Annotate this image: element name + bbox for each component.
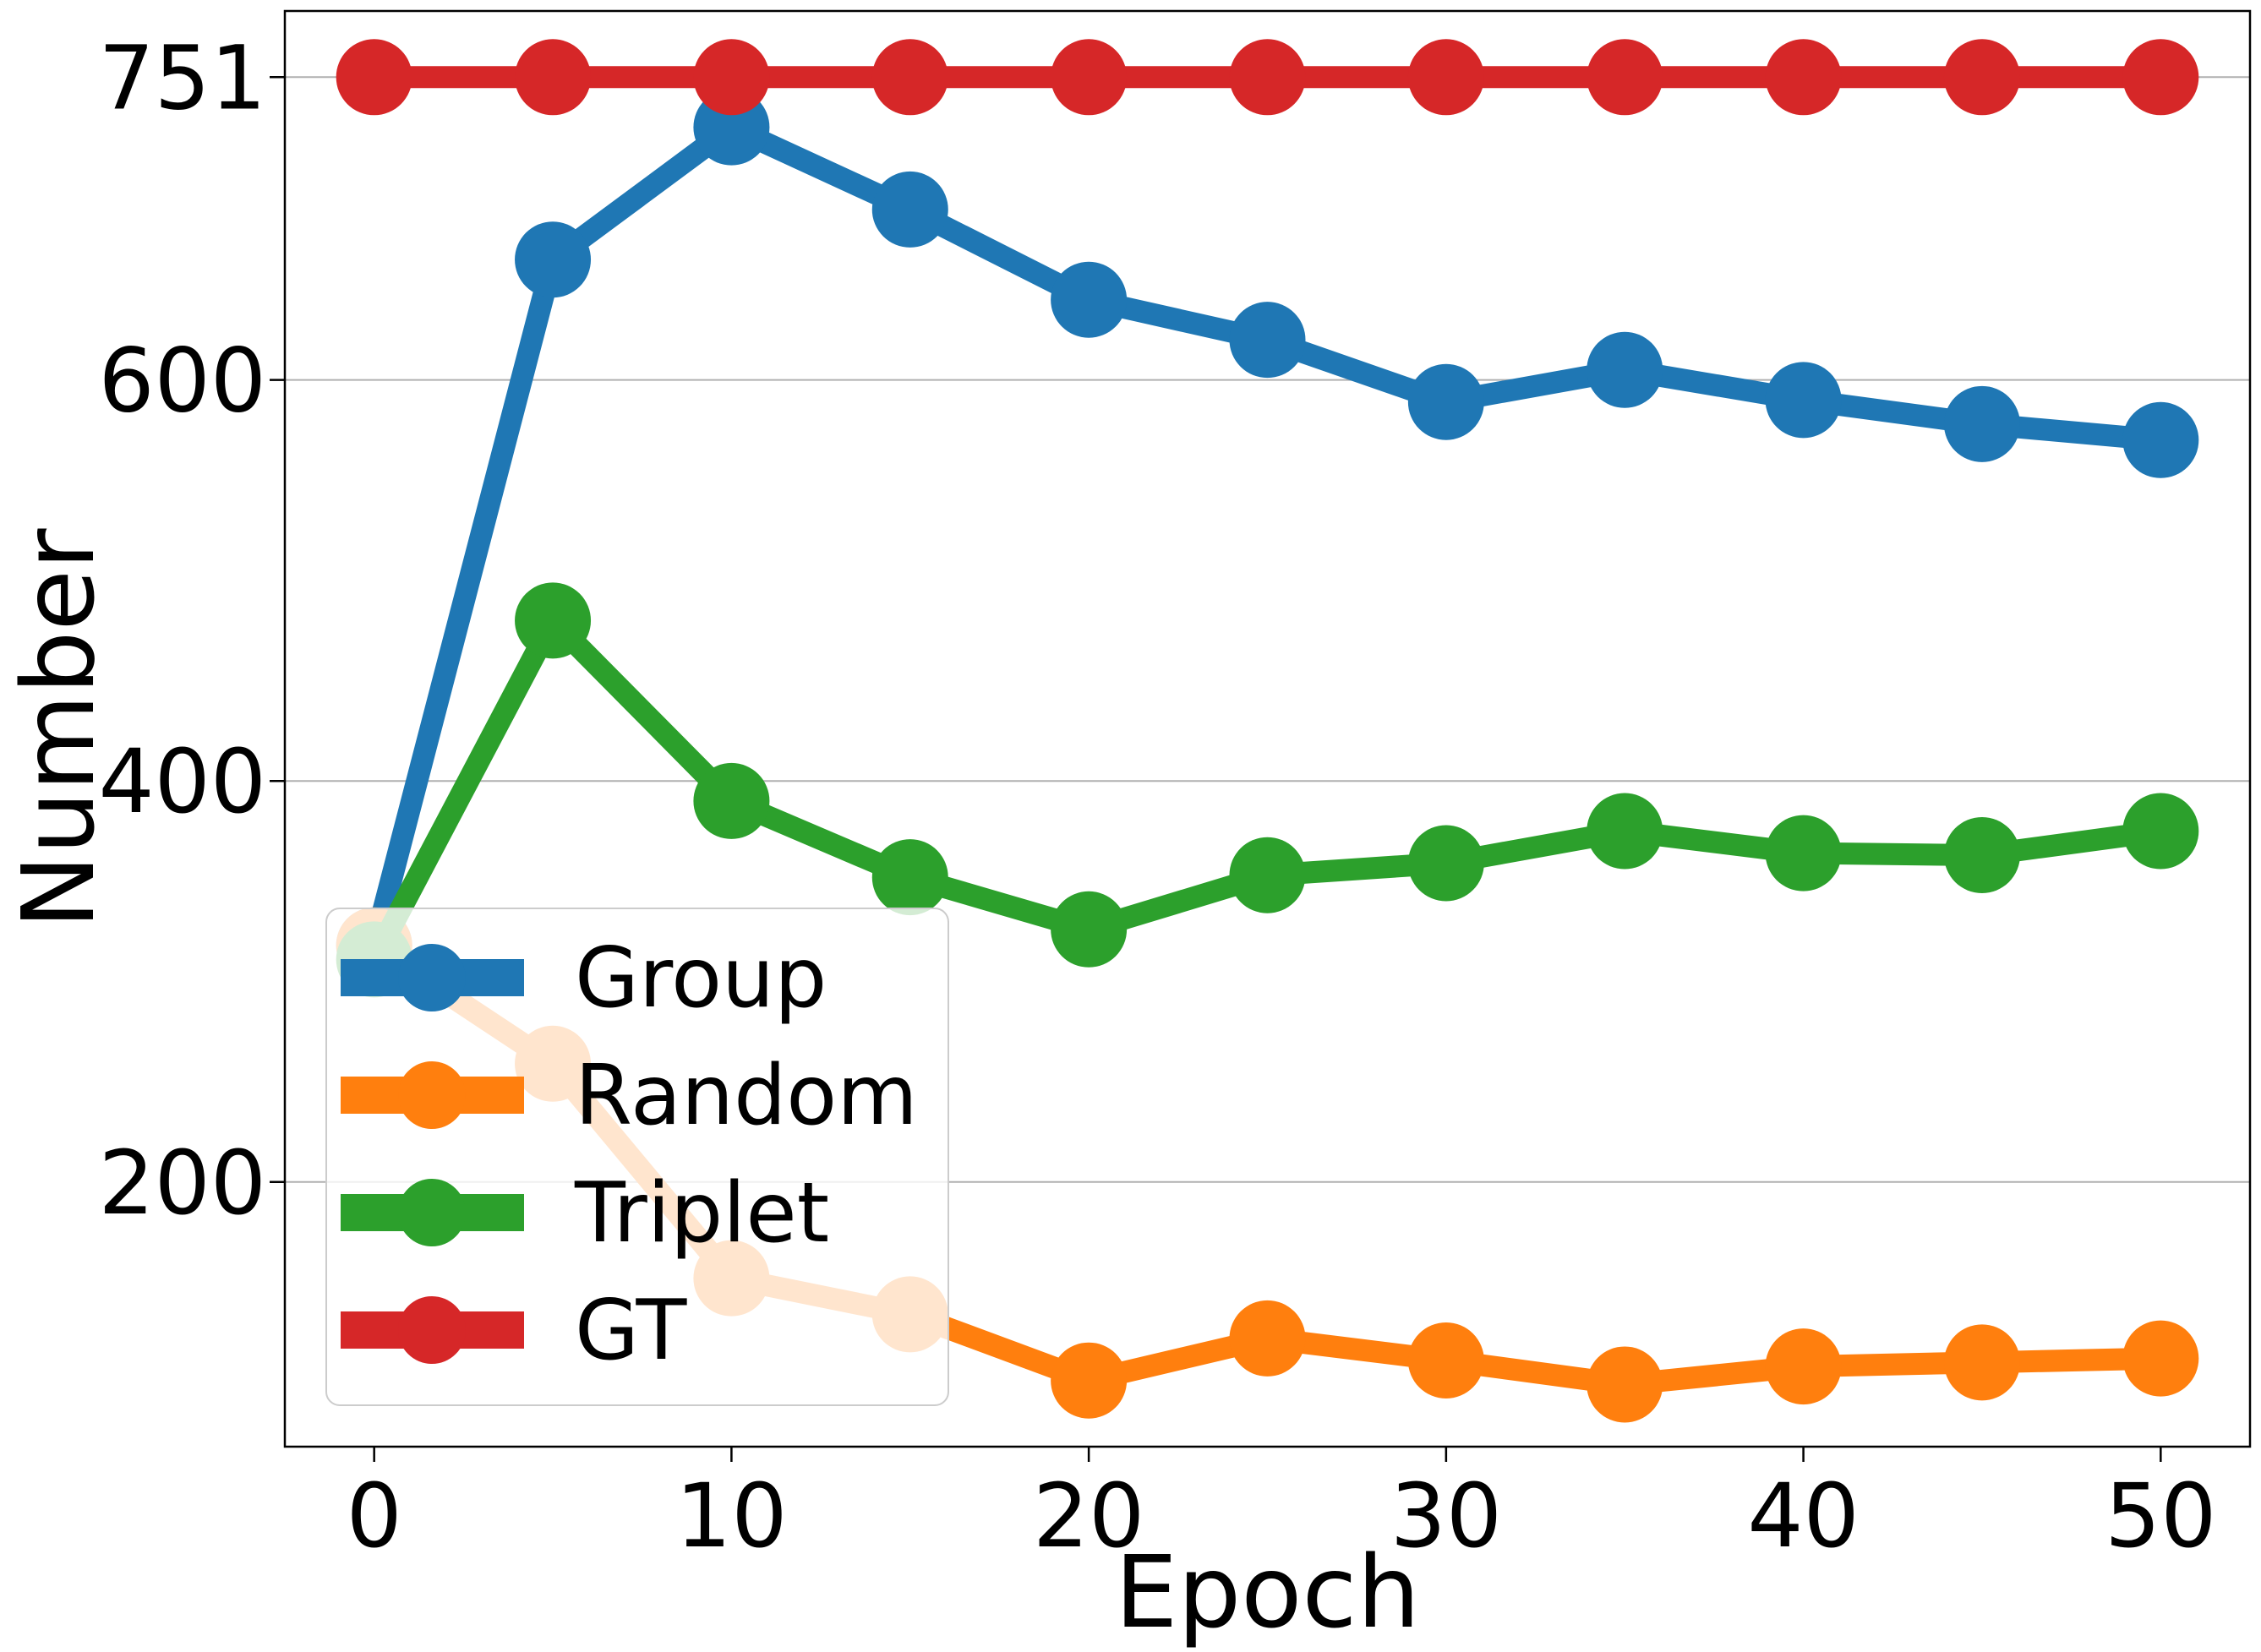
legend-label-triplet: Triplet [574,1165,829,1262]
point-triplet-3 [871,839,948,916]
legend-swatch-marker-triplet [398,1179,466,1246]
point-random-9 [1943,1324,2020,1401]
point-gt-5 [1229,39,1306,116]
y-tick-label-0: 200 [98,1131,266,1235]
point-gt-9 [1943,39,2020,116]
point-gt-8 [1765,39,1842,116]
legend-item-group: Group [341,930,827,1027]
y-tick-label-2: 600 [98,330,266,433]
series-gt [336,39,2199,116]
point-triplet-2 [693,762,770,839]
legend-label-gt: GT [575,1283,687,1379]
point-group-7 [1587,331,1663,408]
x-tick-label-1: 10 [675,1464,787,1567]
series-line-group [363,116,2162,949]
point-group-9 [1943,385,2020,462]
point-gt-2 [693,39,770,116]
legend-swatch-marker-random [398,1061,466,1129]
point-group-6 [1407,363,1484,440]
point-group-4 [1051,261,1128,338]
legend-item-random: Random [341,1048,918,1144]
y-tick-label-3: 751 [98,26,266,129]
point-random-6 [1407,1322,1484,1398]
point-group-10 [2122,401,2199,478]
x-axis-label: Epoch [1115,1534,1420,1650]
x-tick-label-0: 0 [347,1464,402,1567]
plot-frame [283,9,2252,1448]
legend-swatch-marker-gt [398,1296,466,1364]
point-triplet-4 [1051,891,1128,968]
legend-item-gt: GT [341,1283,687,1379]
point-triplet-9 [1943,816,2020,893]
point-random-5 [1229,1300,1306,1377]
point-triplet-10 [2122,793,2199,870]
point-gt-1 [515,39,592,116]
x-tick-label-4: 40 [1747,1464,1859,1567]
point-triplet-6 [1407,825,1484,902]
legend-box [325,908,949,1406]
y-axis-label: Number [0,528,117,930]
legend: Group Random Triplet GT [325,908,949,1406]
point-gt-3 [871,39,948,116]
point-gt-7 [1587,39,1663,116]
legend-swatch-marker-group [398,944,466,1011]
x-tick-label-3: 30 [1390,1464,1502,1567]
point-gt-6 [1407,39,1484,116]
point-group-8 [1765,362,1842,439]
point-triplet-7 [1587,793,1663,870]
legend-label-group: Group [575,930,827,1027]
y-axis-ticks: 200 400 600 751 [98,26,285,1235]
point-random-10 [2122,1320,2199,1397]
point-group-5 [1229,302,1306,379]
x-tick-label-5: 50 [2105,1464,2216,1567]
point-triplet-5 [1229,837,1306,913]
y-tick-label-1: 400 [98,730,266,833]
point-triplet-8 [1765,815,1842,891]
point-group-1 [515,221,592,298]
x-tick-label-2: 20 [1033,1464,1144,1567]
legend-label-random: Random [575,1048,918,1144]
legend-item-triplet: Triplet [341,1165,829,1262]
point-random-4 [1051,1342,1128,1419]
point-gt-4 [1051,39,1128,116]
x-axis-ticks: 0 10 20 30 40 50 [347,1447,2216,1567]
point-group-3 [871,171,948,248]
point-random-7 [1587,1346,1663,1423]
point-gt-10 [2122,39,2199,116]
point-random-8 [1765,1328,1842,1405]
point-gt-0 [336,39,412,116]
point-triplet-1 [515,582,592,659]
